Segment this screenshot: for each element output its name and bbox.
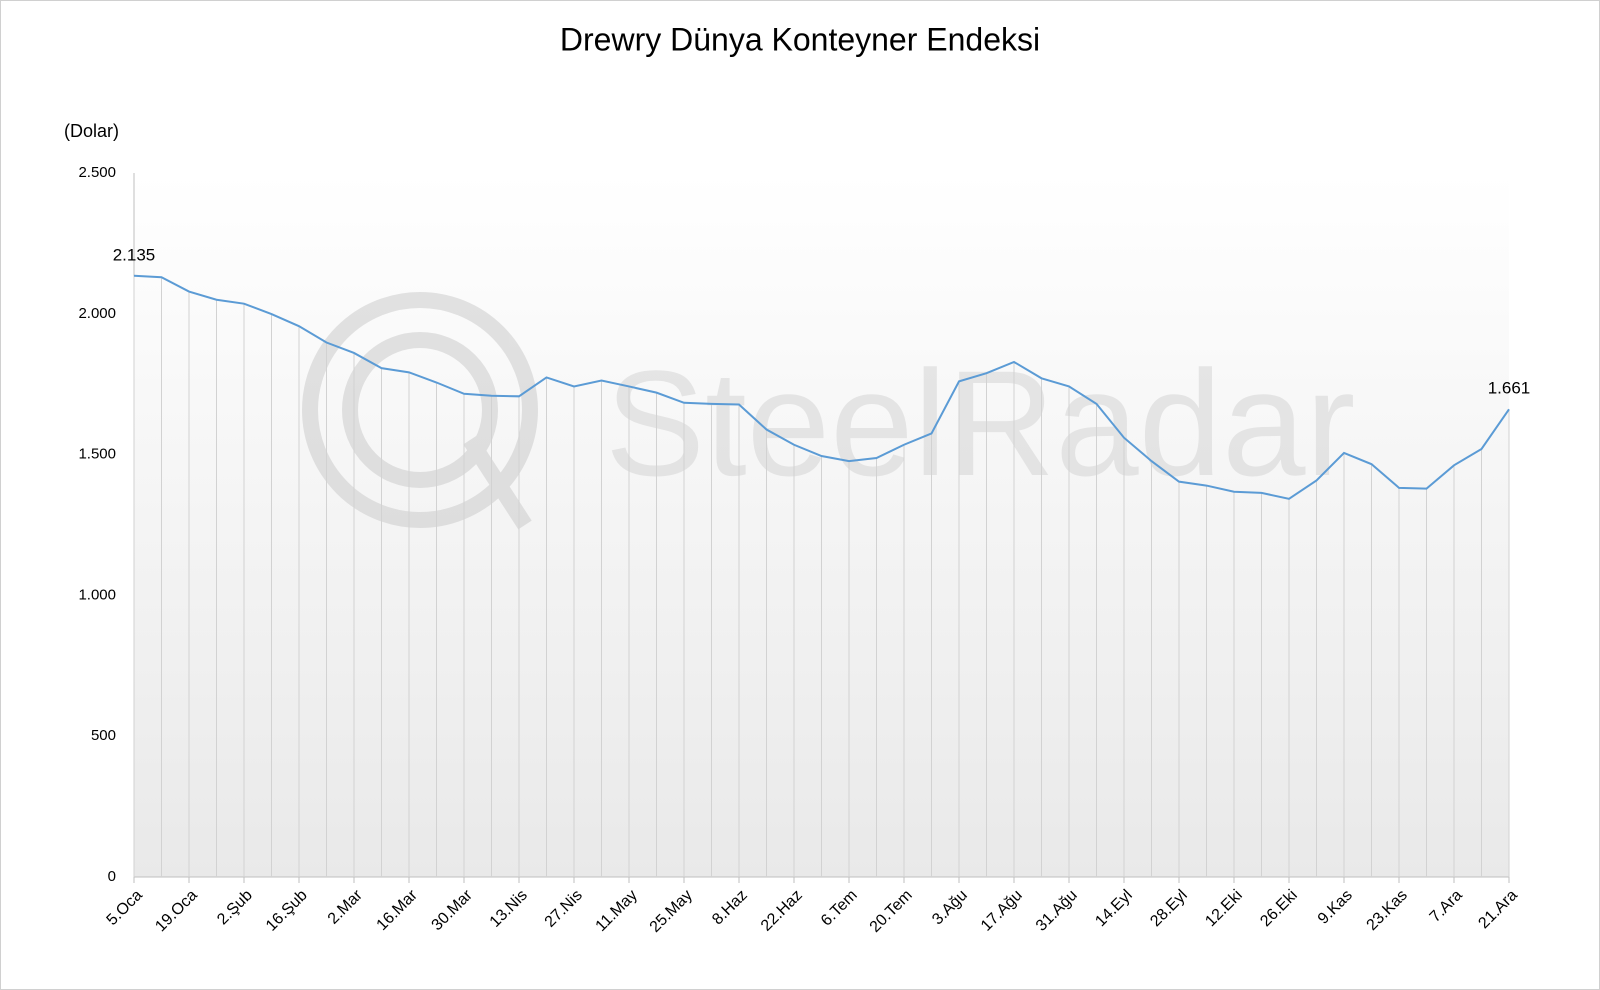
data-label: 1.661 [1488, 379, 1531, 398]
y-tick-label: 2.500 [78, 164, 116, 181]
y-tick-label: 1.500 [78, 446, 116, 463]
y-tick-label: 500 [91, 727, 116, 744]
y-tick-label: 2.000 [78, 305, 116, 322]
y-tick-label: 0 [108, 868, 116, 885]
watermark: SteelRadar [605, 339, 1355, 507]
series-line [133, 274, 1510, 500]
y-tick-label: 1.000 [78, 586, 116, 603]
y-axis-label: (Dolar) [64, 121, 119, 141]
data-label: 2.135 [113, 245, 156, 264]
chart-title: Drewry Dünya Konteyner Endeksi [560, 21, 1040, 57]
watermark-logo [302, 292, 538, 530]
